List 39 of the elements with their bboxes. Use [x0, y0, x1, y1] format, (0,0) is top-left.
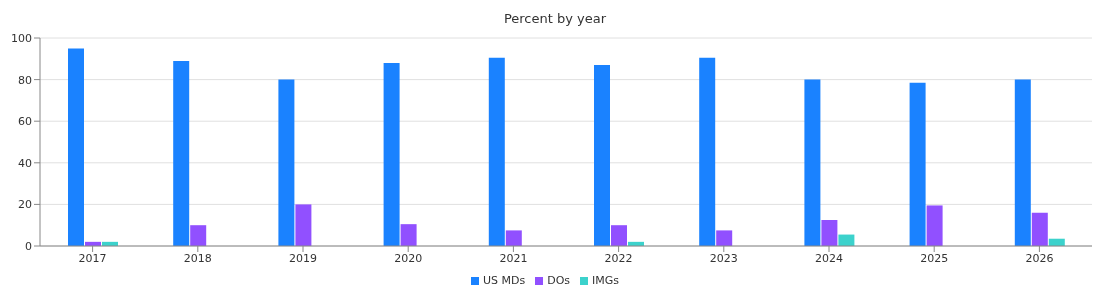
bar: [173, 60, 190, 246]
y-tick-label: 20: [18, 198, 32, 212]
x-tick-label: 2023: [709, 251, 738, 265]
y-tick-label: 0: [25, 239, 32, 253]
bar: [926, 205, 943, 246]
y-tick-label: 40: [18, 156, 32, 170]
bar: [1031, 212, 1048, 246]
x-tick-label: 2025: [920, 251, 949, 265]
bar: [699, 57, 716, 246]
bar: [505, 230, 522, 246]
bar: [821, 220, 838, 246]
bar: [295, 204, 312, 246]
legend-label: IMGs: [592, 274, 620, 287]
y-tick-label: 80: [18, 73, 32, 87]
x-tick-label: 2019: [289, 251, 317, 265]
legend-label: US MDs: [482, 274, 526, 287]
bar: [68, 48, 84, 246]
bar: [383, 62, 400, 246]
x-tick-label: 2020: [394, 251, 423, 265]
chart-title: Percent by year: [502, 10, 608, 28]
bar: [804, 79, 821, 246]
bar: [190, 225, 207, 246]
x-tick-label: 2026: [1025, 251, 1054, 265]
x-tick-label: 2018: [183, 251, 212, 265]
y-tick-label: 100: [11, 31, 32, 45]
x-tick-label: 2017: [78, 251, 107, 265]
bar: [1014, 79, 1031, 246]
bar: [278, 79, 295, 246]
bar: [594, 65, 610, 246]
bar: [716, 230, 733, 246]
bar: [909, 82, 926, 246]
x-tick-label: 2022: [604, 251, 633, 265]
bar: [400, 224, 417, 246]
y-tick-label: 60: [18, 115, 32, 129]
legend-label: DOs: [547, 274, 571, 287]
x-tick-label: 2024: [815, 251, 843, 265]
bar: [488, 57, 505, 246]
x-tick-label: 2021: [499, 251, 528, 265]
bar: [611, 225, 627, 246]
